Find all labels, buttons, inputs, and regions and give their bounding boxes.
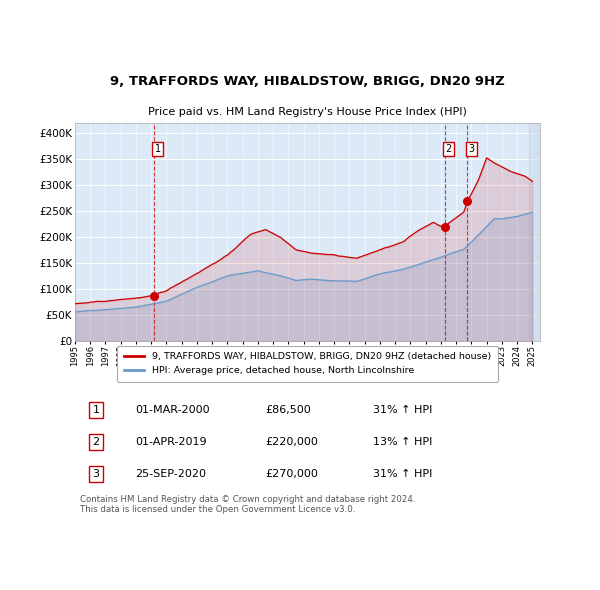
- Text: 25-SEP-2020: 25-SEP-2020: [136, 469, 206, 479]
- Legend: 9, TRAFFORDS WAY, HIBALDSTOW, BRIGG, DN20 9HZ (detached house), HPI: Average pri: 9, TRAFFORDS WAY, HIBALDSTOW, BRIGG, DN2…: [117, 346, 498, 382]
- Text: 1: 1: [92, 405, 100, 415]
- Text: 31% ↑ HPI: 31% ↑ HPI: [373, 405, 432, 415]
- Bar: [529, 123, 540, 341]
- Text: £270,000: £270,000: [266, 469, 319, 479]
- Text: 31% ↑ HPI: 31% ↑ HPI: [373, 469, 432, 479]
- Text: 13% ↑ HPI: 13% ↑ HPI: [373, 437, 432, 447]
- Text: 3: 3: [92, 469, 100, 479]
- Text: 1: 1: [155, 144, 161, 154]
- Text: Price paid vs. HM Land Registry's House Price Index (HPI): Price paid vs. HM Land Registry's House …: [148, 107, 467, 117]
- Text: 3: 3: [468, 144, 474, 154]
- Text: 01-MAR-2000: 01-MAR-2000: [136, 405, 210, 415]
- Text: £86,500: £86,500: [266, 405, 311, 415]
- Text: 2: 2: [445, 144, 452, 154]
- Text: 2: 2: [92, 437, 100, 447]
- Text: 01-APR-2019: 01-APR-2019: [136, 437, 207, 447]
- Text: 9, TRAFFORDS WAY, HIBALDSTOW, BRIGG, DN20 9HZ: 9, TRAFFORDS WAY, HIBALDSTOW, BRIGG, DN2…: [110, 75, 505, 88]
- Text: Contains HM Land Registry data © Crown copyright and database right 2024.
This d: Contains HM Land Registry data © Crown c…: [80, 494, 415, 514]
- Text: £220,000: £220,000: [266, 437, 319, 447]
